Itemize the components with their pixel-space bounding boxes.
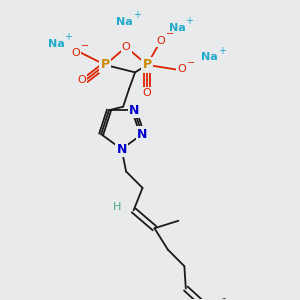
Text: O: O: [177, 64, 186, 74]
Text: N: N: [116, 142, 127, 156]
Text: O: O: [142, 88, 152, 98]
Text: O: O: [156, 36, 165, 46]
Text: O: O: [71, 48, 80, 58]
Text: −: −: [81, 41, 89, 51]
Text: −: −: [166, 29, 174, 39]
Text: +: +: [64, 32, 72, 42]
Text: Na: Na: [201, 52, 218, 62]
Text: +: +: [185, 16, 193, 26]
Text: Na: Na: [169, 22, 185, 33]
Text: H: H: [113, 202, 121, 212]
Text: −: −: [187, 58, 195, 68]
Text: O: O: [122, 42, 130, 52]
Text: P: P: [100, 58, 110, 71]
Text: Na: Na: [48, 39, 64, 49]
Text: N: N: [137, 128, 147, 141]
Text: Na: Na: [116, 16, 133, 27]
Text: P: P: [142, 58, 152, 71]
Text: +: +: [133, 10, 141, 20]
Text: O: O: [77, 75, 86, 85]
Text: +: +: [218, 46, 226, 56]
Text: N: N: [129, 104, 140, 117]
